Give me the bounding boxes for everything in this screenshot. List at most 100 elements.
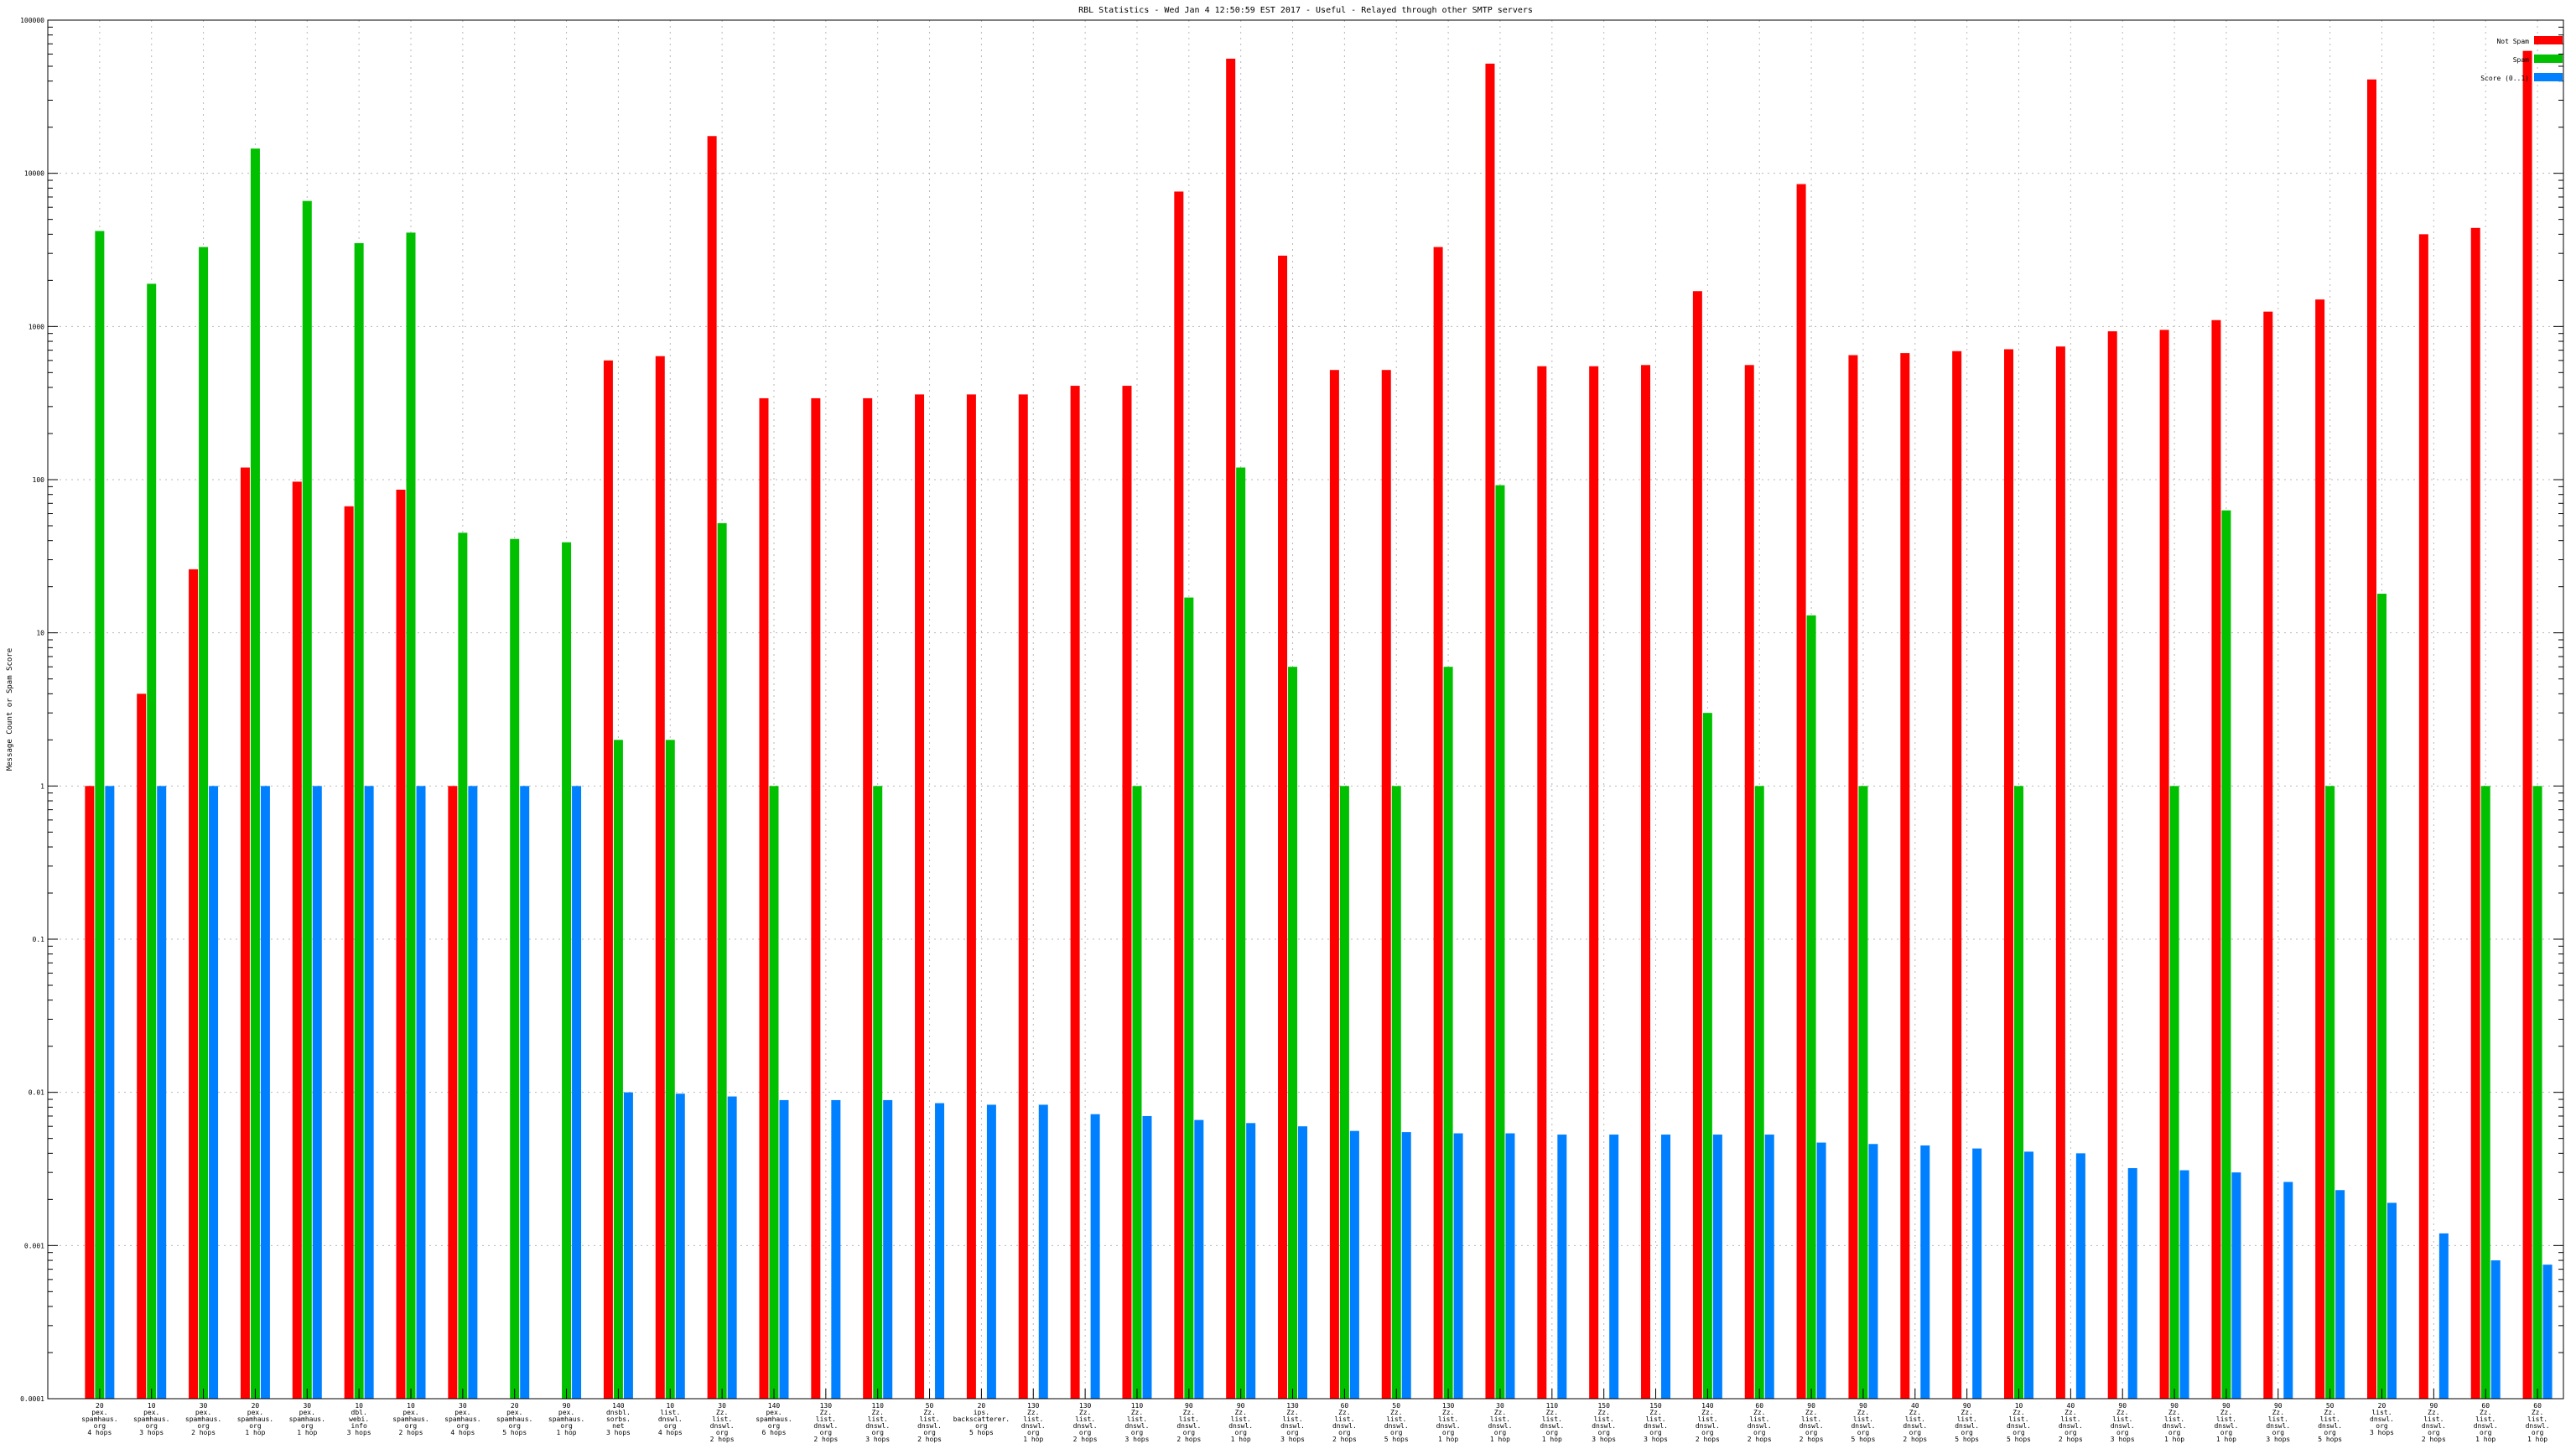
bar-not-spam bbox=[448, 786, 458, 1399]
bar-not-spam bbox=[344, 506, 354, 1400]
y-axis-ticks: 0.0001 0.001 0.01 0.1 1 10 100 1000 10000 100000 bbox=[20, 17, 2563, 1403]
bar-score-0-1 bbox=[1142, 1115, 1152, 1399]
bar-not-spam bbox=[1952, 351, 1962, 1399]
x-tick-label-line: 150 bbox=[1597, 1402, 1610, 1410]
bar-not-spam bbox=[1589, 366, 1599, 1400]
x-tick-label-line: 5 hops bbox=[1955, 1436, 1979, 1443]
x-tick-label-line: org bbox=[820, 1429, 833, 1436]
x-tick-label-line: 130 bbox=[1027, 1402, 1040, 1410]
x-tick-label-line: org bbox=[2064, 1429, 2077, 1436]
x-tick-label-line: spamhaus. bbox=[133, 1415, 169, 1423]
x-tick-label-line: dnswl. bbox=[710, 1422, 735, 1430]
x-tick-label-line: 20 bbox=[511, 1402, 519, 1410]
y-tick-label: 0.0001 bbox=[20, 1395, 44, 1403]
x-tick-label-line: dnswl. bbox=[2370, 1415, 2394, 1423]
x-tick-label-line: dnswl. bbox=[2007, 1422, 2031, 1430]
legend: Not Spam Spam Score (0..1) bbox=[2480, 36, 2563, 82]
x-tick-label-line: 3 hops bbox=[2370, 1429, 2394, 1436]
x-tick-label-line: dnswl. bbox=[1903, 1422, 1927, 1430]
x-tick-label-line: 140 bbox=[1701, 1402, 1714, 1410]
x-tick-label-line: 20 bbox=[252, 1402, 260, 1410]
x-tick-label-line: list. bbox=[2475, 1415, 2496, 1423]
x-tick-label-line: 2 hops bbox=[2059, 1436, 2083, 1443]
bar-score-0-1 bbox=[2438, 1233, 2449, 1399]
bar-not-spam bbox=[811, 397, 821, 1399]
x-tick-label-line: 3 hops bbox=[2266, 1436, 2290, 1443]
x-tick-label-line: sorbs. bbox=[606, 1415, 631, 1423]
bar-score-0-1 bbox=[2024, 1151, 2034, 1399]
x-tick-label-line: dnswl. bbox=[2474, 1422, 2498, 1430]
bar-spam bbox=[458, 532, 468, 1400]
x-tick-label-line: spamhaus. bbox=[81, 1415, 117, 1423]
bar-score-0-1 bbox=[1557, 1135, 1567, 1399]
x-tick-label-line: 3 hops bbox=[2111, 1436, 2135, 1443]
bar-score-0-1 bbox=[1453, 1133, 1463, 1399]
bar-spam bbox=[2014, 786, 2024, 1399]
bar-spam bbox=[1236, 467, 1246, 1399]
x-tick-label-line: Zz. bbox=[1546, 1409, 1558, 1416]
x-tick-label-line: 2 hops bbox=[1748, 1436, 1772, 1443]
x-tick-label-line: Zz. bbox=[871, 1409, 883, 1416]
x-tick-label-line: dnswl. bbox=[1592, 1422, 1616, 1430]
bar-score-0-1 bbox=[105, 786, 115, 1399]
x-tick-label-line: 1 hop bbox=[1542, 1436, 1562, 1443]
legend-swatch bbox=[2534, 36, 2563, 44]
bar-spam bbox=[1339, 786, 1349, 1399]
bar-spam bbox=[250, 148, 260, 1400]
x-tick-label-line: Zz. bbox=[2428, 1409, 2439, 1416]
bar-not-spam bbox=[1537, 366, 1547, 1400]
x-tick-label-line: pex. bbox=[143, 1409, 159, 1416]
x-tick-label-line: 30 bbox=[1496, 1402, 1504, 1410]
x-tick-label-line: 2 hops bbox=[1800, 1436, 1824, 1443]
x-tick-label-line: 5 hops bbox=[1384, 1436, 1409, 1443]
x-tick-label-line: list. bbox=[2112, 1415, 2132, 1423]
x-tick-label-line: 130 bbox=[1442, 1402, 1455, 1410]
bar-not-spam bbox=[1485, 63, 1495, 1400]
x-tick-label-line: 90 bbox=[1237, 1402, 1245, 1410]
y-tick-label: 0.01 bbox=[29, 1089, 44, 1097]
x-tick-label-line: list. bbox=[1645, 1415, 1665, 1423]
bar-not-spam bbox=[966, 394, 976, 1399]
x-tick-label-line: dnswl. bbox=[2214, 1422, 2238, 1430]
x-tick-label-line: org bbox=[405, 1422, 418, 1430]
x-tick-label-line: org bbox=[2428, 1429, 2440, 1436]
bar-spam bbox=[147, 283, 157, 1400]
x-tick-label-line: dbl. bbox=[351, 1409, 367, 1416]
x-tick-label-line: 2 hops bbox=[1696, 1436, 1720, 1443]
bar-spam bbox=[2221, 510, 2231, 1399]
x-tick-label-line: 60 bbox=[1341, 1402, 1349, 1410]
bar-spam bbox=[1184, 597, 1194, 1399]
x-tick-label-line: org bbox=[1442, 1429, 1455, 1436]
x-tick-label-line: Zz. bbox=[1338, 1409, 1350, 1416]
bar-not-spam bbox=[863, 397, 873, 1399]
legend-label: Score (0..1) bbox=[2480, 75, 2529, 82]
x-tick-label-line: 150 bbox=[1649, 1402, 1662, 1410]
x-tick-label-line: list. bbox=[2423, 1415, 2444, 1423]
x-tick-label-line: dnswl. bbox=[658, 1415, 683, 1423]
x-tick-label-line: list. bbox=[1334, 1415, 1354, 1423]
x-tick-label-line: org bbox=[249, 1422, 262, 1430]
x-tick-label-line: 110 bbox=[871, 1402, 884, 1410]
x-tick-label-line: list. bbox=[2216, 1415, 2236, 1423]
x-tick-label-line: 110 bbox=[1131, 1402, 1144, 1410]
x-tick-label-line: 10 bbox=[148, 1402, 156, 1410]
bar-not-spam bbox=[2522, 50, 2532, 1399]
x-tick-label-line: list. bbox=[1231, 1415, 1251, 1423]
x-tick-label-line: 130 bbox=[1079, 1402, 1092, 1410]
x-tick-label-line: spamhaus. bbox=[548, 1415, 584, 1423]
x-tick-label-line: list. bbox=[1542, 1415, 1562, 1423]
x-tick-label-line: 50 bbox=[1392, 1402, 1400, 1410]
x-tick-label-line: Zz. bbox=[2168, 1409, 2180, 1416]
x-tick-label-line: pex. bbox=[402, 1409, 418, 1416]
bar-spam bbox=[2377, 594, 2387, 1399]
legend-swatch bbox=[2534, 73, 2563, 81]
x-tick-label-line: list. bbox=[1075, 1415, 1095, 1423]
bar-score-0-1 bbox=[312, 786, 322, 1399]
bar-score-0-1 bbox=[1246, 1123, 1256, 1399]
bar-not-spam bbox=[1641, 365, 1651, 1399]
x-tick-label-line: 1 hop bbox=[1231, 1436, 1251, 1443]
x-tick-label-line: dnswl. bbox=[2266, 1422, 2290, 1430]
x-tick-label-line: org bbox=[1079, 1429, 1092, 1436]
bar-not-spam bbox=[85, 786, 95, 1399]
bar-spam bbox=[95, 231, 105, 1399]
